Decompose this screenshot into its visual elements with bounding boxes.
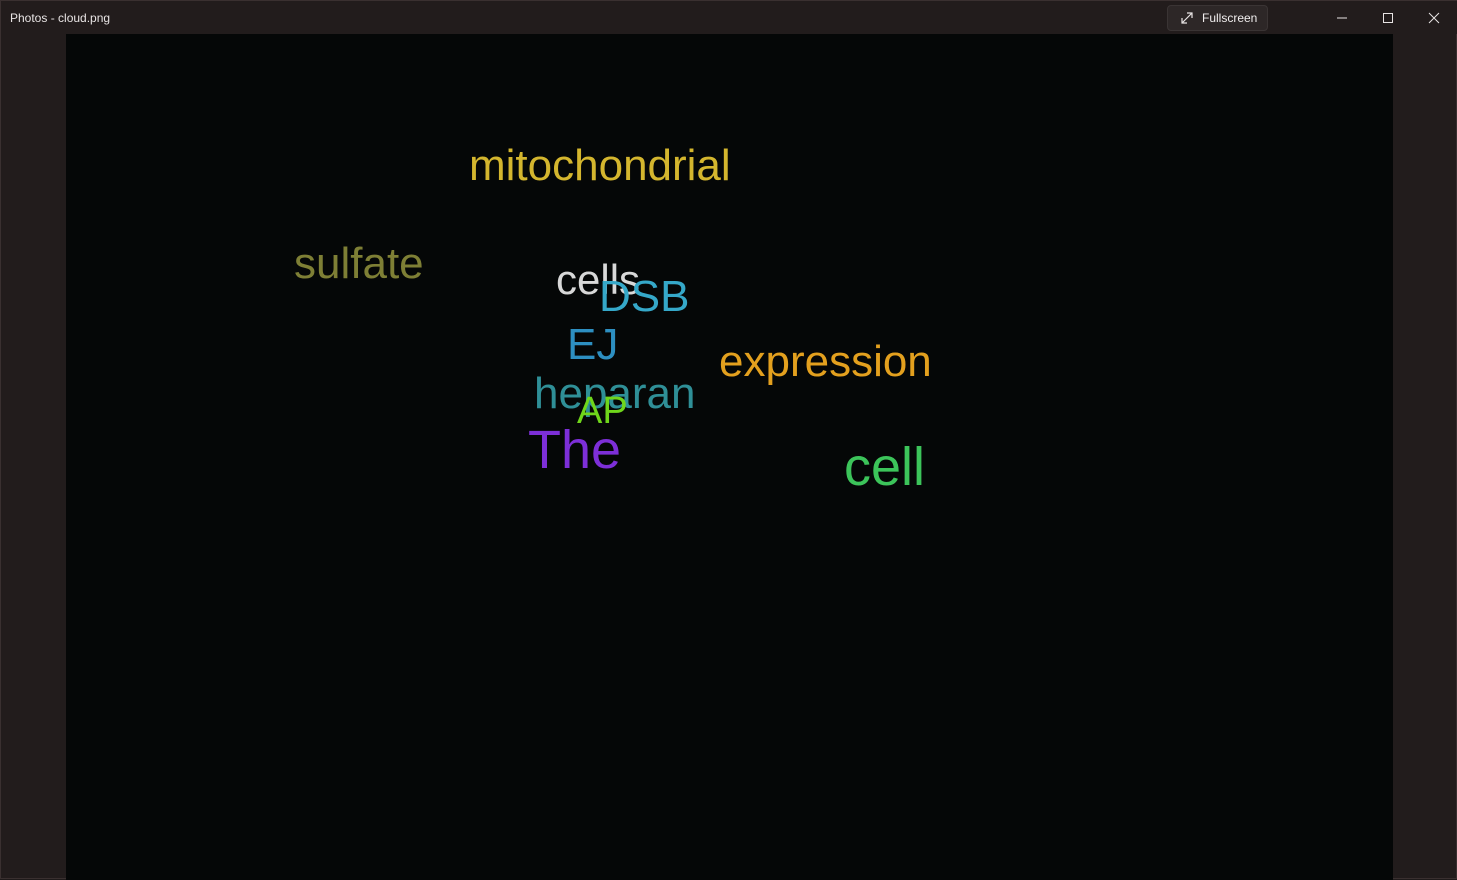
word-ej: EJ [567, 320, 619, 369]
minimize-button[interactable] [1319, 1, 1365, 34]
close-icon [1428, 12, 1440, 24]
word-mitochondrial: mitochondrial [469, 141, 731, 190]
word-cloud-image: mitochondrial sulfate cells DSB EJ expre… [66, 34, 1393, 880]
word-the: The [528, 420, 622, 480]
word-dsb: DSB [599, 272, 690, 321]
fullscreen-label: Fullscreen [1202, 11, 1258, 25]
close-button[interactable] [1411, 1, 1457, 34]
maximize-icon [1382, 12, 1394, 24]
window-title: Photos - cloud.png [10, 11, 111, 25]
fullscreen-button[interactable]: Fullscreen [1167, 5, 1268, 31]
word-ap: AP [577, 390, 628, 432]
minimize-icon [1336, 12, 1348, 24]
word-heparan: heparan [534, 369, 696, 418]
title-bar[interactable]: Photos - cloud.png Fullscreen [1, 1, 1457, 34]
expand-arrows-icon [1180, 11, 1194, 25]
maximize-button[interactable] [1365, 1, 1411, 34]
word-cells: cells [556, 256, 641, 303]
word-cell: cell [844, 437, 926, 497]
word-sulfate: sulfate [294, 239, 424, 288]
word-expression: expression [719, 337, 932, 386]
